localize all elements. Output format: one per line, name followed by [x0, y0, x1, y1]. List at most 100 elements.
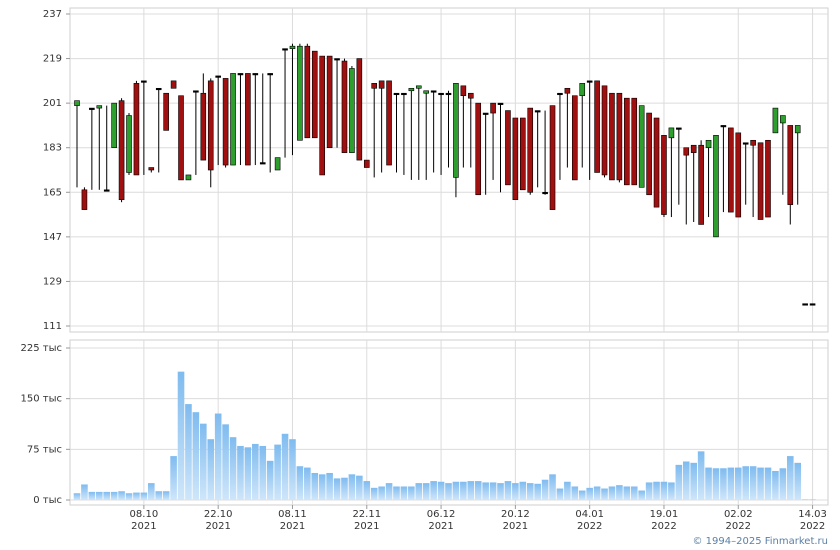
volume-bar	[742, 466, 749, 500]
candle-body	[475, 102, 482, 196]
volume-bar	[757, 467, 764, 500]
volume-bar	[408, 486, 415, 500]
candle-body	[453, 83, 459, 178]
volume-bar	[118, 491, 125, 500]
x-tick-label: 20.12	[501, 509, 530, 520]
candle-body	[193, 90, 199, 93]
candle-body	[586, 80, 593, 83]
volume-bar	[482, 482, 489, 500]
candle-body	[542, 191, 548, 195]
volume-bar	[660, 481, 668, 500]
volume-bar	[318, 474, 326, 500]
volume-bar	[289, 439, 296, 500]
candle-body	[683, 147, 690, 156]
y-tick-label: 201	[43, 98, 62, 109]
candle-body	[601, 85, 608, 176]
volume-bar	[95, 491, 103, 500]
y-tick-label: 147	[43, 232, 62, 243]
volume-bar	[623, 486, 631, 500]
candle-body	[787, 125, 794, 205]
candle-body	[378, 80, 385, 89]
candle-body	[311, 50, 318, 139]
candle-body	[594, 80, 600, 173]
volume-bar	[786, 456, 794, 500]
candle-body	[363, 159, 370, 168]
candle-body	[713, 135, 719, 238]
volume-bar	[727, 467, 735, 500]
volume-bar	[556, 488, 564, 500]
candle-body	[230, 73, 236, 166]
candle-body	[668, 127, 675, 139]
candle-body	[334, 58, 340, 61]
volume-bar	[393, 486, 400, 500]
candle-body	[386, 80, 392, 166]
candle-body	[415, 85, 422, 89]
volume-bar	[734, 467, 742, 500]
candle-body	[646, 112, 652, 196]
volume-bar	[326, 472, 333, 500]
candle-body	[274, 157, 281, 171]
candle-body	[74, 100, 80, 106]
x-tick-label: 06.12	[427, 509, 456, 520]
y-tick-label: 183	[43, 143, 62, 154]
candle-body	[304, 45, 311, 139]
candle-body	[512, 117, 519, 201]
volume-bar	[266, 460, 274, 500]
candle-body	[742, 142, 749, 145]
volume-bar	[252, 443, 259, 500]
volume-bar	[653, 481, 660, 500]
candle-body	[445, 92, 452, 96]
volume-bar	[140, 492, 148, 500]
volume-bar	[296, 466, 304, 500]
candle-body	[794, 125, 801, 134]
candle-body	[126, 115, 132, 173]
volume-bar	[237, 445, 244, 500]
volume-bar	[259, 445, 267, 500]
candle-body	[282, 48, 288, 51]
volume-bar	[534, 483, 541, 500]
volume-bar	[281, 433, 289, 500]
volume-bar	[363, 481, 371, 500]
x-tick-label: 2021	[354, 521, 379, 532]
volume-bar	[720, 468, 727, 500]
candle-body	[549, 105, 556, 210]
volume-bar	[593, 486, 601, 500]
candle-body	[259, 162, 266, 165]
volume-bar	[764, 467, 772, 500]
candle-body	[133, 83, 140, 176]
volume-bar	[675, 464, 683, 500]
candle-body	[661, 135, 667, 215]
volume-bar	[333, 478, 341, 500]
y-tick-label: 129	[43, 276, 62, 287]
volume-bar	[601, 488, 608, 500]
candle-body	[579, 83, 586, 97]
volume-bar	[304, 467, 311, 500]
volume-bar	[690, 462, 697, 500]
candle-body	[750, 139, 756, 146]
candle-body	[148, 167, 155, 171]
x-tick-label: 2022	[726, 521, 751, 532]
volume-bar	[244, 447, 252, 500]
candle-body	[616, 92, 623, 181]
candle-body	[780, 115, 786, 124]
volume-bar	[370, 487, 378, 500]
candle-body	[728, 127, 734, 213]
volume-bar	[489, 482, 497, 500]
volume-bar	[474, 481, 482, 500]
candle-body	[163, 92, 169, 131]
candle-body	[349, 68, 355, 153]
candle-body	[111, 102, 117, 149]
x-tick-label: 02.02	[724, 509, 753, 520]
candle-body	[438, 92, 444, 96]
candle-body	[720, 125, 727, 128]
candle-body	[178, 95, 184, 181]
candle-body	[423, 90, 430, 94]
volume-bar	[229, 437, 237, 500]
candle-body	[356, 58, 363, 161]
candle-body	[267, 73, 273, 76]
y-tick-label: 111	[43, 321, 62, 332]
candle-body	[765, 139, 771, 218]
volume-bar	[200, 423, 207, 500]
candle-body	[698, 144, 704, 225]
candle-body	[155, 87, 162, 91]
